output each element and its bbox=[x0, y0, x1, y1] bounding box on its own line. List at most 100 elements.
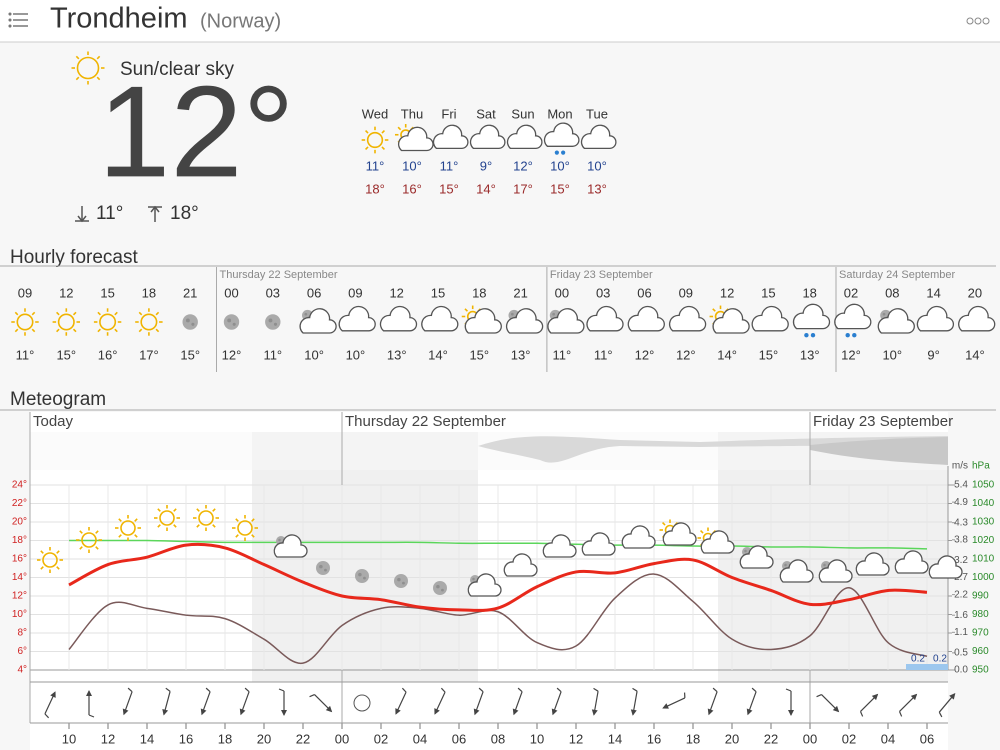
arrow-barb bbox=[309, 693, 315, 698]
cloud bbox=[739, 545, 774, 569]
day-high: 17° bbox=[513, 181, 533, 196]
weather-icon bbox=[543, 122, 580, 155]
wind-arrow bbox=[162, 687, 171, 716]
hour-temp: 12° bbox=[635, 347, 655, 362]
sun bbox=[99, 313, 117, 331]
crater bbox=[823, 563, 826, 567]
cloud bbox=[894, 550, 929, 574]
weather-icon bbox=[232, 515, 258, 541]
wind-tick-label: 0.5 bbox=[954, 648, 968, 659]
hour-time: 18 bbox=[472, 285, 486, 300]
temp-tick-label: 14° bbox=[12, 572, 27, 583]
sun-ray bbox=[97, 328, 101, 333]
arrow-barb bbox=[593, 687, 599, 692]
x-tick-label: 00 bbox=[803, 731, 817, 746]
menu-icon[interactable] bbox=[8, 12, 28, 28]
day-low: 9° bbox=[480, 158, 492, 173]
meteogram-title: Meteogram bbox=[10, 389, 106, 410]
day-low: 10° bbox=[402, 158, 422, 173]
x-tick-label: 08 bbox=[491, 731, 505, 746]
day-label: Saturday 24 September bbox=[839, 269, 956, 281]
arrow-head bbox=[200, 708, 207, 716]
hour-temp: 11° bbox=[263, 347, 282, 362]
crater bbox=[324, 568, 327, 572]
pressure-tick-label: 980 bbox=[972, 609, 989, 620]
arrow-head bbox=[871, 693, 879, 701]
hour-time: 06 bbox=[307, 285, 321, 300]
weather-icon bbox=[299, 308, 337, 334]
cloud bbox=[273, 534, 308, 558]
hour-temp: 15° bbox=[759, 347, 779, 362]
sun-ray bbox=[79, 546, 83, 550]
low-temp: 11° bbox=[96, 203, 123, 224]
cloud bbox=[469, 124, 506, 150]
sun-ray bbox=[14, 311, 19, 316]
crater bbox=[227, 318, 232, 323]
weather-icon bbox=[135, 308, 163, 336]
hour-temp: 10° bbox=[346, 347, 366, 362]
cloud bbox=[506, 124, 543, 150]
x-tick-label: 12 bbox=[101, 731, 115, 746]
weather-icon bbox=[265, 314, 281, 330]
arrow-head bbox=[239, 708, 246, 716]
crater bbox=[402, 581, 405, 585]
arrow-barb bbox=[683, 692, 686, 698]
sun-ray bbox=[56, 311, 60, 316]
header-bar bbox=[0, 0, 1000, 42]
cloud bbox=[503, 553, 538, 577]
sun-ray bbox=[14, 328, 19, 333]
wind-arrow bbox=[239, 687, 250, 716]
wind-arrow bbox=[122, 687, 133, 716]
pressure-tick-label: 1020 bbox=[972, 535, 995, 546]
arrow-barb bbox=[816, 693, 822, 698]
day-high: 16° bbox=[402, 181, 422, 196]
arrow-barb bbox=[244, 687, 250, 693]
arrow-barb bbox=[898, 711, 903, 717]
weather-icon bbox=[542, 534, 577, 558]
wind-arrow bbox=[86, 690, 95, 718]
hour-time: 12 bbox=[720, 285, 734, 300]
crater bbox=[268, 318, 273, 323]
weather-icon bbox=[11, 308, 39, 336]
sun-ray bbox=[212, 508, 216, 512]
more-icon[interactable] bbox=[966, 17, 990, 25]
sun-ray bbox=[56, 566, 60, 570]
raindrop bbox=[561, 150, 566, 155]
hour-time: 12 bbox=[389, 285, 403, 300]
precipitation bbox=[906, 664, 948, 670]
wind-arrow bbox=[44, 691, 56, 719]
sun-ray bbox=[96, 76, 101, 81]
weather-icon bbox=[182, 314, 198, 330]
sun bbox=[42, 552, 58, 568]
arrow-head bbox=[473, 708, 480, 716]
wind-tick-label: 3.2 bbox=[954, 555, 968, 566]
crater bbox=[363, 576, 366, 580]
crater bbox=[232, 322, 236, 326]
cloud bbox=[467, 573, 502, 597]
sun-ray bbox=[212, 524, 216, 528]
weather-icon bbox=[394, 124, 434, 152]
x-tick-label: 10 bbox=[62, 731, 76, 746]
wind-arrow bbox=[707, 687, 718, 716]
cloud bbox=[928, 555, 963, 579]
weather-icon bbox=[223, 314, 240, 330]
calm bbox=[353, 694, 371, 712]
pressure-line bbox=[69, 539, 928, 550]
wind-arrow bbox=[473, 687, 484, 716]
crater bbox=[273, 322, 278, 326]
hour-temp: 11° bbox=[16, 347, 35, 362]
weather-icon bbox=[547, 308, 585, 334]
sun-ray bbox=[95, 546, 99, 550]
sun bbox=[81, 532, 97, 548]
day-low: 11° bbox=[366, 158, 385, 173]
arrow-barb bbox=[205, 687, 211, 693]
weather-icon bbox=[621, 525, 656, 549]
moon bbox=[265, 314, 281, 330]
x-tick-label: 18 bbox=[686, 731, 700, 746]
weather-icon bbox=[792, 303, 831, 338]
meteogram-day-label: Today bbox=[33, 413, 74, 430]
weather-icon bbox=[433, 581, 447, 595]
hour-temp: 13° bbox=[800, 347, 820, 362]
sun-ray bbox=[138, 311, 143, 316]
